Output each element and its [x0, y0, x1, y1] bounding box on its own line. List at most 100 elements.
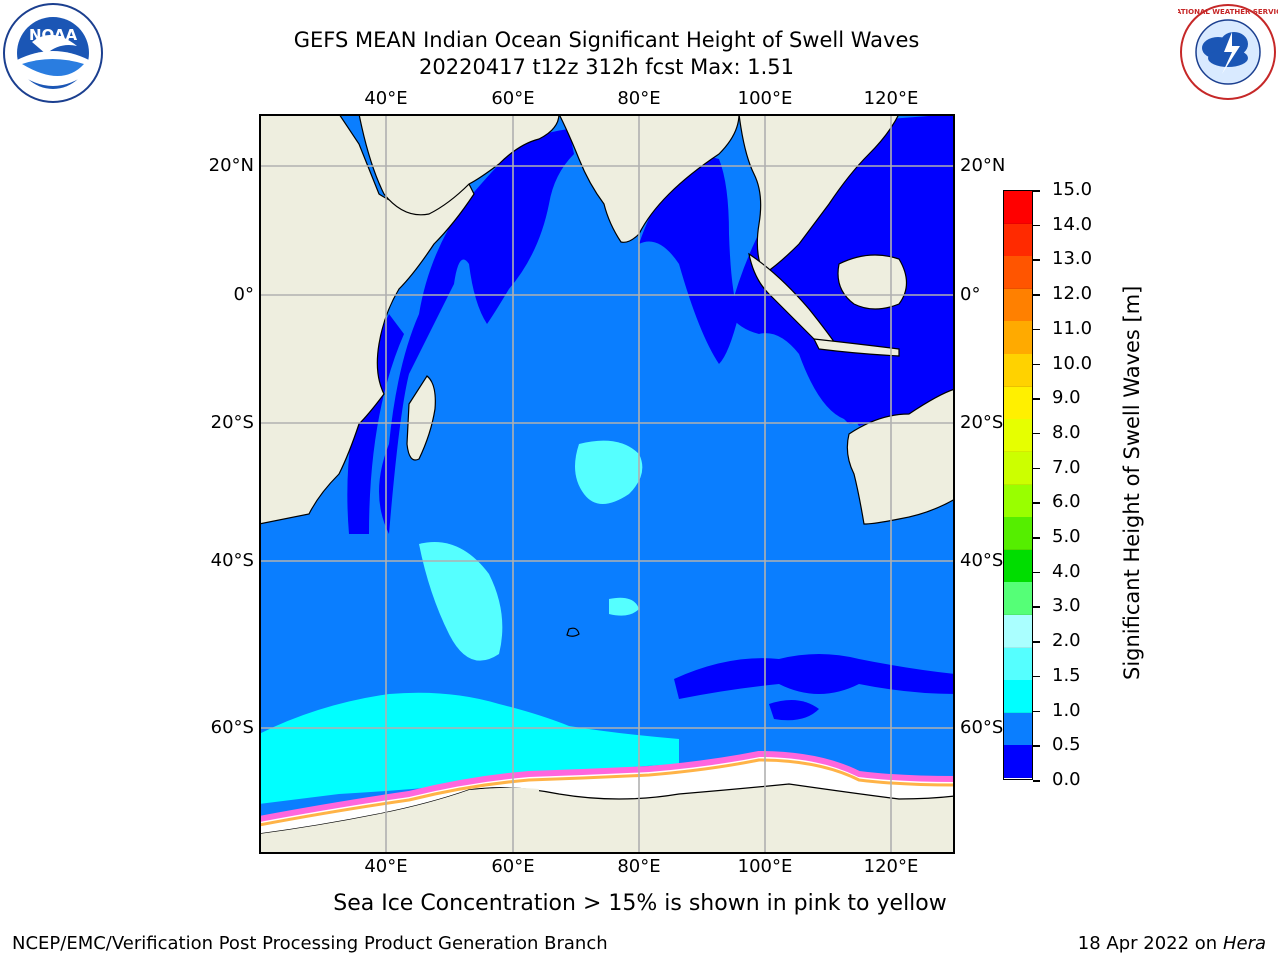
colorbar-label: Significant Height of Swell Waves [m] — [1120, 285, 1144, 680]
lon-tick-bottom: 120°E — [863, 856, 919, 877]
sea-ice-edge — [259, 750, 955, 822]
colorbar-tick-mark — [1033, 363, 1040, 366]
colorbar-segment — [1004, 288, 1032, 322]
colorbar-tick-label: 8.0 — [1052, 421, 1081, 443]
nws-logo: NATIONAL WEATHER SERVICE — [1178, 4, 1278, 100]
kerguelen-island — [566, 627, 580, 637]
colorbar-tick-mark — [1033, 190, 1040, 192]
colorbar-tick-mark — [1033, 398, 1040, 400]
footer-date: 18 Apr 2022 on — [1077, 933, 1223, 954]
lon-tick-bottom: 80°E — [617, 856, 661, 877]
lon-tick-top: 80°E — [617, 88, 661, 109]
colorbar-tick-mark — [1033, 537, 1040, 539]
colorbar-tick-mark — [1033, 502, 1040, 504]
colorbar-tick-label: 1.0 — [1052, 699, 1081, 721]
lat-tick-left: 60°S — [210, 717, 254, 738]
chart-title: GEFS MEAN Indian Ocean Significant Heigh… — [293, 28, 920, 52]
nws-logo-text: NATIONAL WEATHER SERVICE — [1178, 8, 1278, 16]
colorbar-tick-label: 11.0 — [1052, 317, 1093, 339]
lat-tick-right: 40°S — [960, 550, 1004, 571]
colorbar-tick-mark — [1033, 710, 1040, 713]
footer-left: NCEP/EMC/Verification Post Processing Pr… — [12, 933, 608, 954]
colorbar-tick-mark — [1033, 571, 1040, 574]
colorbar-tick-mark — [1033, 780, 1040, 782]
colorbar-tick-label: 3.0 — [1052, 595, 1081, 617]
colorbar-segment — [1004, 647, 1032, 681]
mid-swell-patch-west — [419, 542, 503, 661]
footer-right: 18 Apr 2022 on Hera — [1078, 933, 1266, 954]
colorbar-tick-label: 9.0 — [1052, 387, 1081, 409]
colorbar-segment — [1004, 223, 1032, 257]
colorbar-segment — [1004, 451, 1032, 485]
map-graticule — [259, 114, 955, 854]
lat-tick-left: 40°S — [210, 550, 254, 571]
lon-tick-top: 40°E — [364, 88, 408, 109]
map-frame — [259, 114, 955, 854]
colorbar-tick-label: 14.0 — [1052, 213, 1093, 235]
sea-ice-note: Sea Ice Concentration > 15% is shown in … — [333, 891, 947, 916]
colorbar-segment — [1004, 256, 1032, 290]
colorbar-tick-label: 10.0 — [1052, 352, 1093, 374]
colorbar-tick-label: 5.0 — [1052, 526, 1081, 548]
low-swell-bay-of-bengal — [639, 154, 739, 364]
lon-tick-top: 100°E — [737, 88, 793, 109]
ocean-map — [259, 114, 955, 854]
lat-tick-right: 20°S — [960, 412, 1004, 433]
colorbar-segment — [1004, 191, 1032, 225]
noaa-logo: NOAA — [3, 3, 103, 103]
lon-tick-bottom: 100°E — [737, 856, 793, 877]
colorbar — [1003, 190, 1033, 780]
colorbar-segment — [1004, 680, 1032, 714]
colorbar-tick-mark — [1033, 675, 1040, 678]
colorbar-tick-mark — [1033, 328, 1040, 331]
noaa-logo-text: NOAA — [29, 26, 78, 44]
lon-tick-bottom: 40°E — [364, 856, 408, 877]
colorbar-tick-mark — [1033, 432, 1040, 435]
lat-tick-right: 0° — [960, 284, 981, 305]
chart-subtitle: 20220417 t12z 312h fcst Max: 1.51 — [419, 55, 794, 79]
lon-tick-bottom: 60°E — [491, 856, 535, 877]
colorbar-tick-mark — [1033, 606, 1040, 608]
madagascar-landmass — [406, 375, 436, 461]
lat-tick-right: 60°S — [960, 717, 1004, 738]
colorbar-segment — [1004, 517, 1032, 551]
colorbar-tick-label: 15.0 — [1052, 179, 1093, 200]
colorbar-segment — [1004, 549, 1032, 583]
low-swell-southern-patches — [674, 654, 955, 699]
lat-tick-left: 20°S — [210, 412, 254, 433]
colorbar-segment — [1004, 354, 1032, 388]
colorbar-tick-label: 7.0 — [1052, 456, 1081, 478]
colorbar-segment — [1004, 484, 1032, 518]
colorbar-tick-mark — [1033, 294, 1040, 296]
colorbar-segment — [1004, 712, 1032, 746]
colorbar-segment — [1004, 582, 1032, 616]
colorbar-tick-label: 0.5 — [1052, 734, 1081, 756]
lon-tick-top: 60°E — [491, 88, 535, 109]
colorbar-tick-label: 1.5 — [1052, 664, 1081, 686]
colorbar-tick-label: 6.0 — [1052, 491, 1081, 513]
colorbar-tick-label: 13.0 — [1052, 248, 1093, 270]
colorbar-segment — [1004, 419, 1032, 453]
colorbar-tick-label: 12.0 — [1052, 283, 1093, 305]
colorbar-tick-label: 2.0 — [1052, 630, 1081, 652]
colorbar-tick-label: 0.0 — [1052, 769, 1081, 790]
colorbar-segment — [1004, 745, 1032, 779]
arabia-landmass — [358, 114, 560, 216]
lat-tick-left: 20°N — [208, 155, 254, 176]
colorbar-tick-mark — [1033, 641, 1040, 643]
lat-tick-right: 20°N — [960, 155, 1006, 176]
colorbar-tick-mark — [1033, 467, 1040, 470]
colorbar-segment — [1004, 614, 1032, 649]
colorbar-tick-mark — [1033, 259, 1040, 261]
mid-swell-southern-band — [259, 692, 679, 804]
colorbar-tick-label: 4.0 — [1052, 560, 1081, 582]
lon-tick-top: 120°E — [863, 88, 919, 109]
lat-tick-left: 0° — [233, 284, 254, 305]
colorbar-segment — [1004, 321, 1032, 355]
colorbar-tick-mark — [1033, 745, 1040, 747]
colorbar-tick-mark — [1033, 224, 1040, 227]
indochina-landmass — [738, 114, 900, 275]
footer-system: Hera — [1222, 933, 1266, 954]
india-landmass — [558, 114, 740, 243]
mid-swell-patch-central — [575, 440, 643, 504]
